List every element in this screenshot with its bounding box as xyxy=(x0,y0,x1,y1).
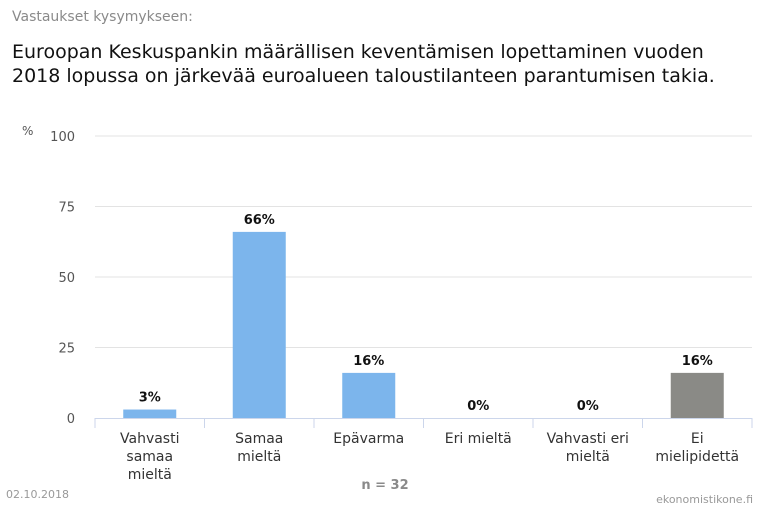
x-category-label-line: mieltä xyxy=(128,467,172,483)
data-label: 66% xyxy=(244,213,275,228)
x-category-label-line: Epävarma xyxy=(333,431,404,447)
chart-title: Euroopan Keskuspankin määrällisen kevent… xyxy=(12,41,715,87)
data-label: 16% xyxy=(682,354,713,369)
y-tick-label: 0 xyxy=(67,412,75,427)
bar xyxy=(123,409,177,418)
bar xyxy=(670,372,724,418)
x-category-label-line: mielipidettä xyxy=(655,449,739,465)
x-category-label-line: Eri mieltä xyxy=(445,431,512,447)
data-label: 16% xyxy=(353,354,384,369)
data-label: 0% xyxy=(577,399,599,414)
x-category-label: Ei mielipidettä xyxy=(655,431,739,465)
x-category-label: Vahvasti samaa mieltä xyxy=(120,431,179,483)
x-category-label-line: samaa xyxy=(126,449,173,465)
data-label: 3% xyxy=(139,391,161,406)
x-category-label-line: Vahvasti xyxy=(120,431,179,447)
x-category-label: Eri mieltä xyxy=(445,431,512,447)
x-category-label-line: mieltä xyxy=(237,449,281,465)
x-category-label-line: Samaa xyxy=(235,431,283,447)
chart-subtitle: Vastaukset kysymykseen: xyxy=(12,9,193,25)
date-label: 02.10.2018 xyxy=(6,488,69,501)
y-tick-label: 100 xyxy=(50,130,75,145)
y-tick-label: 75 xyxy=(58,201,75,216)
bar xyxy=(342,372,396,418)
x-category-label-line: Vahvasti eri xyxy=(547,431,629,447)
x-category-label: Epävarma xyxy=(333,431,404,447)
x-category-label-line: Ei xyxy=(691,431,704,447)
x-category-label-line: mieltä xyxy=(566,449,610,465)
data-label: 0% xyxy=(467,399,489,414)
y-axis-unit: % xyxy=(22,124,34,138)
y-tick-label: 25 xyxy=(58,342,75,357)
y-tick-label: 50 xyxy=(58,271,75,286)
x-category-label: Samaa mieltä xyxy=(235,431,283,465)
x-category-label: Vahvasti eri mieltä xyxy=(547,431,629,465)
bar xyxy=(232,231,286,418)
sample-size: n = 32 xyxy=(361,478,409,493)
source-label: ekonomistikone.fi xyxy=(656,493,753,506)
